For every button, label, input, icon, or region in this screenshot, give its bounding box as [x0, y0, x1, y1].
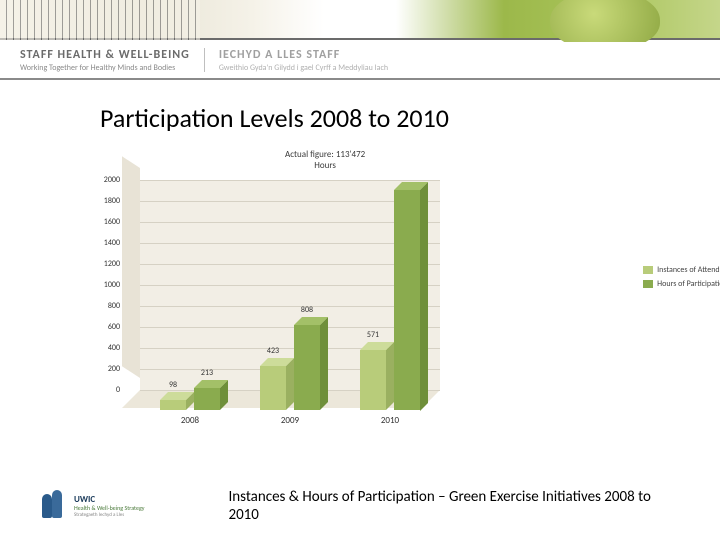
title-en-block: STAFF HEALTH & WELL-BEING Working Togeth… — [20, 48, 190, 73]
chart-annotation: Actual figure: 113'472 Hours — [285, 150, 365, 172]
subtitle-en: Working Together for Healthy Minds and B… — [20, 63, 190, 73]
gridline — [140, 180, 440, 181]
page-title: Participation Levels 2008 to 2010 — [100, 102, 449, 134]
y-tick-label: 400 — [90, 343, 120, 353]
bar-value-label: 571 — [356, 330, 390, 340]
header-photo-strip — [0, 0, 720, 40]
bar-value-label: 213 — [190, 368, 224, 378]
legend-swatch — [643, 266, 653, 274]
y-tick-label: 1600 — [90, 217, 120, 227]
bar-value-label: 98 — [156, 380, 190, 390]
y-tick-label: 600 — [90, 322, 120, 332]
subtitle-cy: Gweithio Gyda'n Gilydd i gael Cyrff a Me… — [219, 63, 388, 73]
logo-line2: Health & Well-being Strategy — [74, 504, 145, 512]
y-tick-label: 0 — [90, 385, 120, 395]
bar-value-label: 808 — [290, 305, 324, 315]
title-cy-block: IECHYD A LLES STAFF Gweithio Gyda'n Gily… — [219, 48, 388, 73]
chart-plot-area: 0200400600800100012001400160018002000 98… — [140, 180, 440, 410]
y-tick-label: 1000 — [90, 280, 120, 290]
footer-caption: Instances & Hours of Participation – Gre… — [228, 488, 680, 526]
y-tick-label: 1400 — [90, 238, 120, 248]
y-tick-label: 200 — [90, 364, 120, 374]
title-divider — [204, 48, 205, 72]
y-tick-label: 2000 — [90, 175, 120, 185]
x-category-label: 2010 — [350, 415, 430, 426]
bar-value-label: 423 — [256, 346, 290, 356]
y-tick-label: 1800 — [90, 196, 120, 206]
x-category-label: 2009 — [250, 415, 330, 426]
title-strip: STAFF HEALTH & WELL-BEING Working Togeth… — [0, 42, 720, 80]
chart-annotation-l1: Actual figure: 113'472 — [285, 149, 365, 160]
chart-sidewall — [122, 156, 140, 378]
legend-item: Hours of Participation — [643, 279, 720, 289]
participation-chart: Actual figure: 113'472 Hours 02004006008… — [105, 150, 625, 460]
legend-swatch — [643, 280, 653, 288]
legend-label: Instances of Attendance — [657, 265, 720, 275]
header-band: STAFF HEALTH & WELL-BEING Working Togeth… — [0, 0, 720, 80]
logo-line3: Strategaeth Iechyd a Lles — [74, 512, 145, 518]
legend-item: Instances of Attendance — [643, 265, 720, 275]
footer: UWIC Health & Well-being Strategy Strate… — [40, 488, 680, 526]
logo-brand: UWIC — [74, 495, 145, 504]
chart-legend: Instances of Attendance Hours of Partici… — [643, 265, 720, 293]
y-tick-label: 800 — [90, 301, 120, 311]
x-category-label: 2008 — [150, 415, 230, 426]
legend-label: Hours of Participation — [657, 279, 720, 289]
logo-figures-icon — [40, 490, 68, 522]
y-tick-label: 1200 — [90, 259, 120, 269]
uwic-logo: UWIC Health & Well-being Strategy Strate… — [40, 490, 188, 522]
measuring-tape-graphic — [0, 0, 200, 40]
chart-annotation-l2: Hours — [314, 160, 336, 171]
title-cy: IECHYD A LLES STAFF — [219, 48, 388, 62]
title-en: STAFF HEALTH & WELL-BEING — [20, 48, 190, 62]
